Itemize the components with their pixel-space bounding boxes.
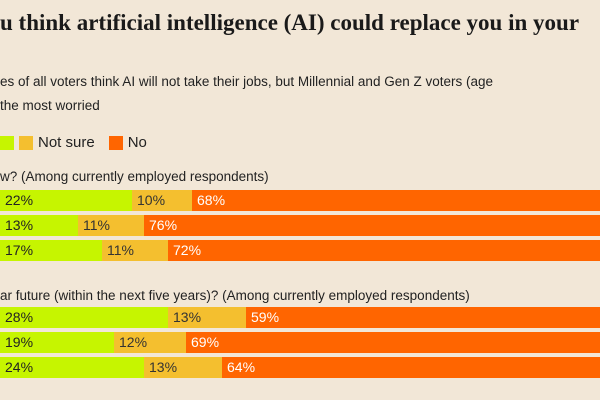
bar-segment-yes: 28% — [0, 307, 168, 328]
bar-row: 28% 13% 59% — [0, 307, 600, 328]
bar-segment-no: 64% — [222, 357, 600, 378]
bar-segment-yes: 24% — [0, 357, 144, 378]
bar-row: 19% 12% 69% — [0, 332, 600, 353]
legend-label-not-sure: Not sure — [38, 134, 95, 151]
bar-segment-not-sure: 11% — [102, 240, 168, 261]
bar-segment-no: 59% — [246, 307, 600, 328]
legend-swatch-yes — [0, 135, 14, 150]
bar-segment-no: 68% — [192, 190, 600, 211]
bar-segment-no: 76% — [144, 215, 600, 236]
bar-segment-no: 69% — [186, 332, 600, 353]
bar-segment-not-sure: 13% — [144, 357, 222, 378]
bar-segment-no: 72% — [168, 240, 600, 261]
question-1: w? (Among currently employed respondents… — [0, 169, 269, 184]
bar-row: 17% 11% 72% — [0, 240, 600, 261]
bar-segment-yes: 19% — [0, 332, 114, 353]
bar-segment-yes: 22% — [0, 190, 132, 211]
legend-swatch-no — [108, 135, 123, 150]
subtitle-line-2: the most worried — [0, 98, 100, 113]
bar-segment-yes: 13% — [0, 215, 78, 236]
bar-row: 13% 11% 76% — [0, 215, 600, 236]
legend: Not sure No — [0, 134, 147, 151]
bar-segment-not-sure: 13% — [168, 307, 246, 328]
bar-segment-yes: 17% — [0, 240, 102, 261]
bar-segment-not-sure: 12% — [114, 332, 186, 353]
bar-segment-not-sure: 10% — [132, 190, 192, 211]
subtitle-line-1: es of all voters think AI will not take … — [0, 74, 493, 89]
chart-title: u think artificial intelligence (AI) cou… — [0, 10, 580, 35]
bar-row: 24% 13% 64% — [0, 357, 600, 378]
question-2: ar future (within the next five years)? … — [0, 288, 470, 303]
legend-swatch-not-sure — [19, 135, 33, 150]
bar-row: 22% 10% 68% — [0, 190, 600, 211]
legend-label-no: No — [127, 134, 147, 151]
bar-segment-not-sure: 11% — [78, 215, 144, 236]
